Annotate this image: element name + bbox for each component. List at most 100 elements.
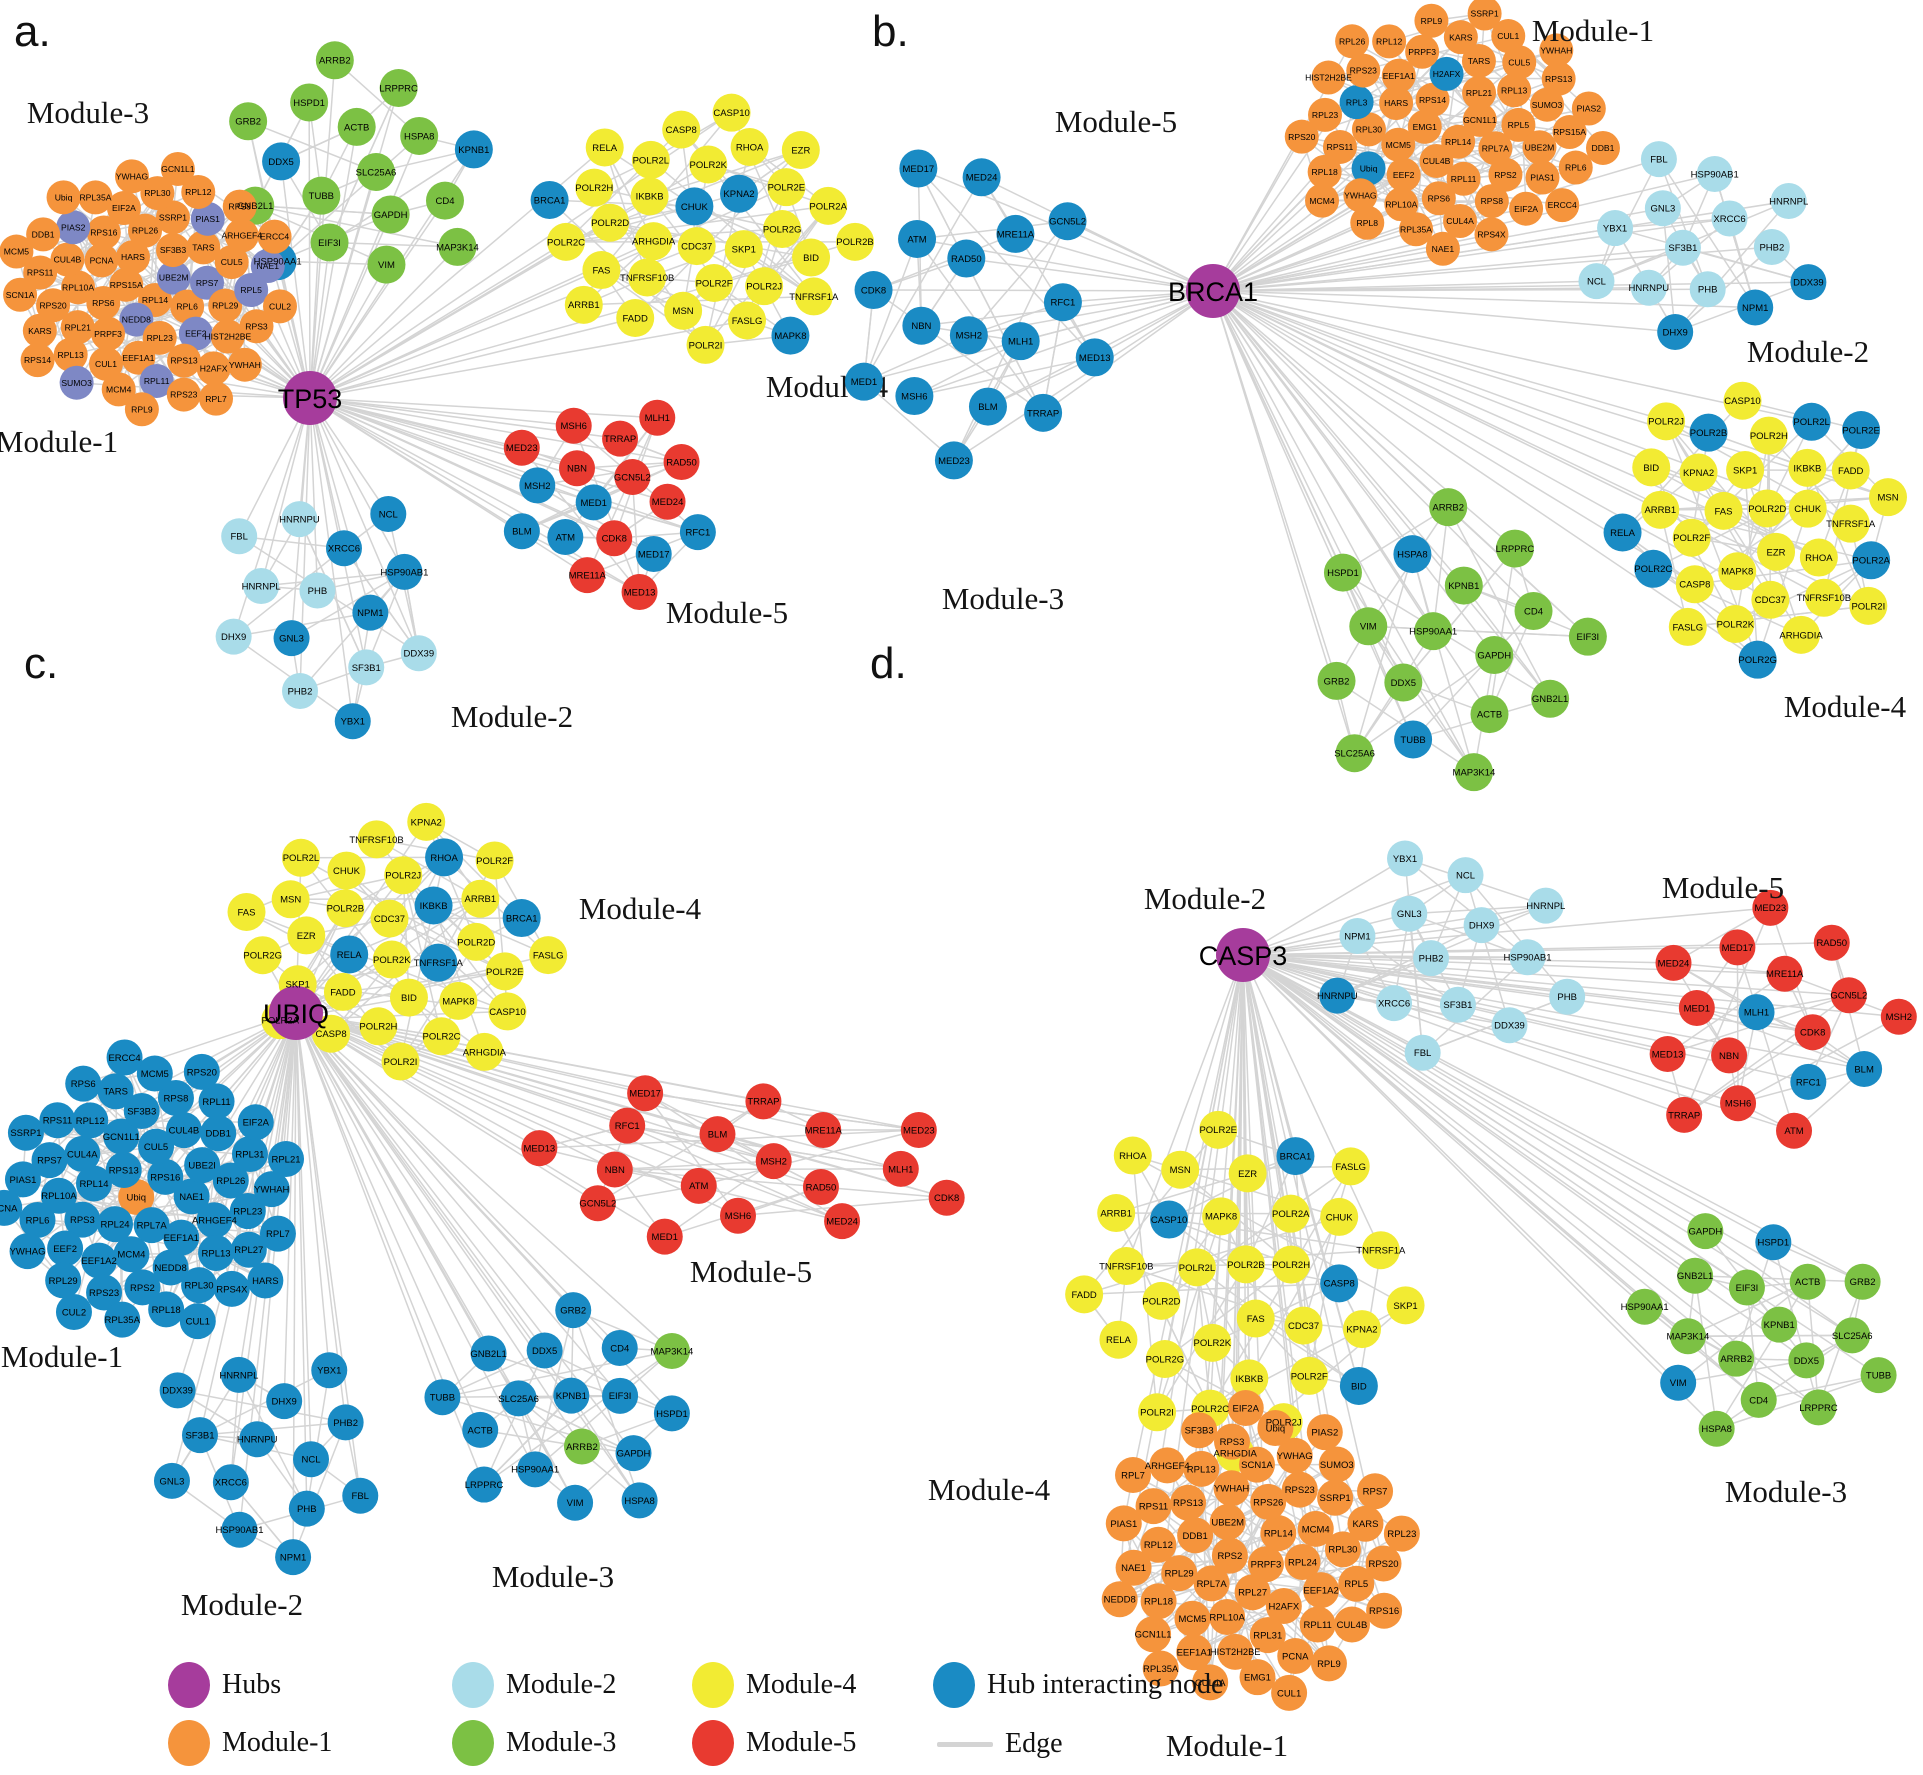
hub-CASP3[interactable] xyxy=(1216,928,1270,982)
node-RPS2[interactable] xyxy=(1211,1537,1248,1574)
node-ARRB2[interactable] xyxy=(563,1428,600,1465)
node-XRCC6[interactable] xyxy=(212,1464,249,1501)
node-HIST2H2BE[interactable] xyxy=(1311,60,1346,95)
node-TNFRSF1A[interactable] xyxy=(794,277,833,316)
node-PRPF3[interactable] xyxy=(1247,1546,1284,1583)
node-GCN5L2[interactable] xyxy=(579,1185,616,1222)
node-SUMO3[interactable] xyxy=(1318,1446,1355,1483)
node-RPL31[interactable] xyxy=(1249,1617,1286,1654)
node-KPNA2[interactable] xyxy=(1343,1310,1382,1349)
node-FAS[interactable] xyxy=(1704,491,1743,530)
node-TUBB[interactable] xyxy=(1394,720,1433,759)
node-KARS[interactable] xyxy=(1443,20,1478,55)
node-FADD[interactable] xyxy=(323,972,362,1011)
node-RPS11[interactable] xyxy=(1135,1488,1172,1525)
node-RPL7[interactable] xyxy=(1115,1456,1152,1493)
node-DDB1[interactable] xyxy=(200,1115,237,1152)
node-PIAS1[interactable] xyxy=(1525,160,1560,195)
node-MSH2[interactable] xyxy=(949,316,988,355)
node-ACTB[interactable] xyxy=(337,107,376,146)
node-MED13[interactable] xyxy=(621,574,658,611)
node-RPS23[interactable] xyxy=(1281,1471,1318,1508)
node-TRRAP[interactable] xyxy=(602,420,639,457)
node-RELA[interactable] xyxy=(1099,1320,1138,1359)
node-NBN[interactable] xyxy=(596,1151,633,1188)
node-SF3B1[interactable] xyxy=(181,1417,218,1454)
node-RPL7A[interactable] xyxy=(133,1207,170,1244)
node-POLR2J[interactable] xyxy=(745,267,784,306)
node-NEDD8[interactable] xyxy=(152,1249,189,1286)
node-RPS4X[interactable] xyxy=(213,1270,250,1307)
node-RPL9[interactable] xyxy=(1414,3,1449,38)
node-POLR2B[interactable] xyxy=(836,222,875,261)
node-RPL10A[interactable] xyxy=(61,270,96,305)
node-MED13[interactable] xyxy=(1075,338,1114,377)
node-BLM[interactable] xyxy=(968,387,1007,426)
node-BLM[interactable] xyxy=(699,1116,736,1153)
node-POLR2I[interactable] xyxy=(1849,586,1888,625)
node-EEF1A1[interactable] xyxy=(1176,1634,1213,1671)
node-POLR2D[interactable] xyxy=(1142,1281,1181,1320)
node-PCNA[interactable] xyxy=(0,1189,23,1226)
node-EIF2A[interactable] xyxy=(1509,191,1544,226)
node-MLH1[interactable] xyxy=(1001,322,1040,361)
node-SSRP1[interactable] xyxy=(1317,1479,1354,1516)
node-FBL[interactable] xyxy=(221,518,258,555)
node-NAE1[interactable] xyxy=(1425,231,1460,266)
node-BRCA1[interactable] xyxy=(530,180,569,219)
node-RPL30[interactable] xyxy=(1351,112,1386,147)
node-NCL[interactable] xyxy=(1447,857,1484,894)
node-RPL35A[interactable] xyxy=(78,180,113,215)
node-POLR2I[interactable] xyxy=(1138,1393,1177,1432)
node-IKBKB[interactable] xyxy=(1788,448,1827,487)
node-POLR2L[interactable] xyxy=(1792,402,1831,441)
node-POLR2K[interactable] xyxy=(1716,604,1755,643)
node-YBX1[interactable] xyxy=(311,1352,348,1389)
node-DHX9[interactable] xyxy=(266,1383,303,1420)
node-CDK8[interactable] xyxy=(596,520,633,557)
node-RPL35A[interactable] xyxy=(1399,212,1434,247)
node-DHX9[interactable] xyxy=(1657,313,1694,350)
node-POLR2G[interactable] xyxy=(243,936,282,975)
node-ARRB1[interactable] xyxy=(1097,1194,1136,1233)
node-CDK8[interactable] xyxy=(928,1179,965,1216)
node-EIF2A[interactable] xyxy=(106,191,141,226)
node-RPS20[interactable] xyxy=(36,288,71,323)
node-MSH2[interactable] xyxy=(755,1143,792,1180)
node-RPL23[interactable] xyxy=(229,1193,266,1230)
node-MED24[interactable] xyxy=(824,1203,861,1240)
node-TNFRSF10B[interactable] xyxy=(1107,1247,1146,1286)
node-RFC1[interactable] xyxy=(1043,283,1082,322)
node-HNRNPU[interactable] xyxy=(281,501,318,538)
node-CUL4A[interactable] xyxy=(1192,1664,1229,1701)
node-RPL31[interactable] xyxy=(231,1135,268,1172)
node-ARHGDIA[interactable] xyxy=(1782,615,1821,654)
node-EIF3I[interactable] xyxy=(1728,1269,1765,1306)
node-RPL26[interactable] xyxy=(128,213,163,248)
node-XRCC6[interactable] xyxy=(1711,200,1748,237)
node-IKBKB[interactable] xyxy=(414,886,453,925)
node-POLR2F[interactable] xyxy=(1290,1356,1329,1395)
node-RPL18[interactable] xyxy=(1307,154,1342,189)
node-EEF2[interactable] xyxy=(1386,157,1421,192)
node-RPL6[interactable] xyxy=(19,1201,56,1238)
node-KPNA2[interactable] xyxy=(407,802,446,841)
node-BID[interactable] xyxy=(792,238,831,277)
node-RPS3[interactable] xyxy=(64,1201,101,1238)
node-ERCC4[interactable] xyxy=(106,1039,143,1076)
node-POLR2J[interactable] xyxy=(1647,402,1686,441)
node-POLR2I[interactable] xyxy=(686,325,725,364)
node-RPL12[interactable] xyxy=(72,1102,109,1139)
node-GNB2L1[interactable] xyxy=(1677,1257,1714,1294)
node-EEF2[interactable] xyxy=(47,1230,84,1267)
node-MED23[interactable] xyxy=(503,429,540,466)
node-RPL27[interactable] xyxy=(1234,1574,1271,1611)
node-SF3B1[interactable] xyxy=(348,649,385,686)
node-NPM1[interactable] xyxy=(352,594,389,631)
node-HNRNPL[interactable] xyxy=(243,567,280,604)
node-POLR2I[interactable] xyxy=(381,1042,420,1081)
node-YWHAG[interactable] xyxy=(1343,178,1378,213)
node-MAP3K14[interactable] xyxy=(438,227,477,266)
node-HNRNPU[interactable] xyxy=(239,1421,276,1458)
node-RPL29[interactable] xyxy=(1161,1555,1198,1592)
